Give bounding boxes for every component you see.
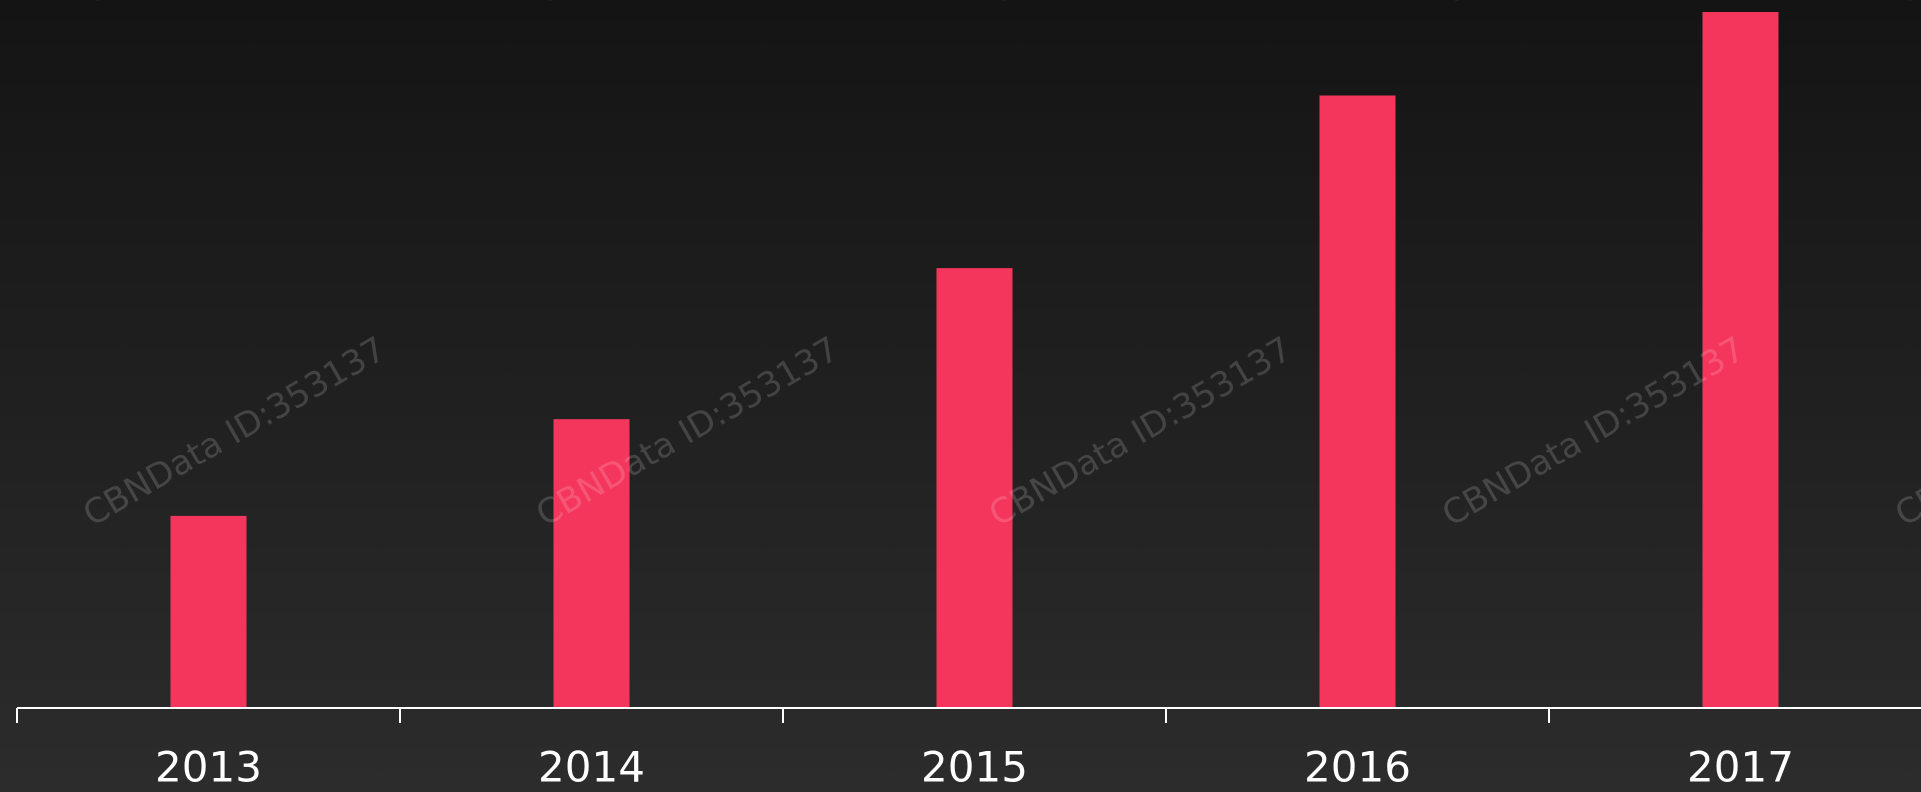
bar: [1702, 12, 1779, 708]
bar: [936, 268, 1013, 708]
x-tick-label: 2017: [1687, 743, 1794, 792]
bar: [1319, 95, 1396, 708]
x-tick-label: 2013: [155, 743, 262, 792]
x-tick-label: 2016: [1304, 743, 1411, 792]
x-tick-label: 2015: [921, 743, 1028, 792]
x-tick-label: 2014: [538, 743, 645, 792]
bar: [553, 419, 630, 708]
bar: [170, 515, 247, 708]
